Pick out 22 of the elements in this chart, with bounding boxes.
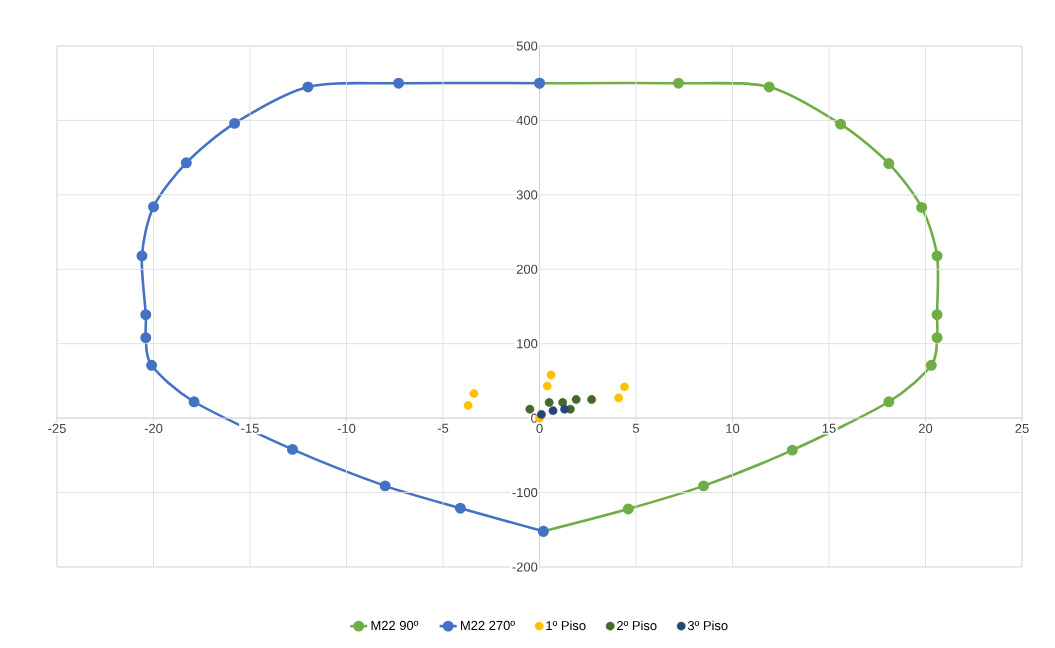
legend-label: 2º Piso bbox=[617, 620, 657, 631]
x-tick-label: -20 bbox=[144, 423, 163, 433]
legend-label: 3º Piso bbox=[687, 620, 728, 631]
x-tick-label: -10 bbox=[337, 423, 356, 433]
x-tick-label: 15 bbox=[822, 423, 836, 433]
x-tick-label: -15 bbox=[241, 423, 259, 433]
x-tick-label: 10 bbox=[726, 423, 740, 433]
y-tick-label: -100 bbox=[512, 487, 538, 498]
x-tick-label: 20 bbox=[918, 423, 933, 433]
y-tick-label: -200 bbox=[512, 562, 538, 572]
x-tick-label: -25 bbox=[48, 423, 66, 433]
x-tick-label: 5 bbox=[632, 423, 640, 433]
y-tick-label: 300 bbox=[516, 190, 538, 200]
y-tick-label: 500 bbox=[516, 41, 538, 51]
y-tick-label: 400 bbox=[516, 115, 538, 125]
legend-label: M22 270º bbox=[461, 620, 515, 631]
y-tick-label: 200 bbox=[516, 264, 538, 274]
y-tick-label: 100 bbox=[517, 339, 538, 349]
x-tick-label: -5 bbox=[437, 423, 449, 433]
legend-label: M22 90º bbox=[371, 620, 419, 631]
legend-label: 1º Piso bbox=[546, 620, 586, 631]
x-tick-label: 25 bbox=[1015, 423, 1029, 433]
